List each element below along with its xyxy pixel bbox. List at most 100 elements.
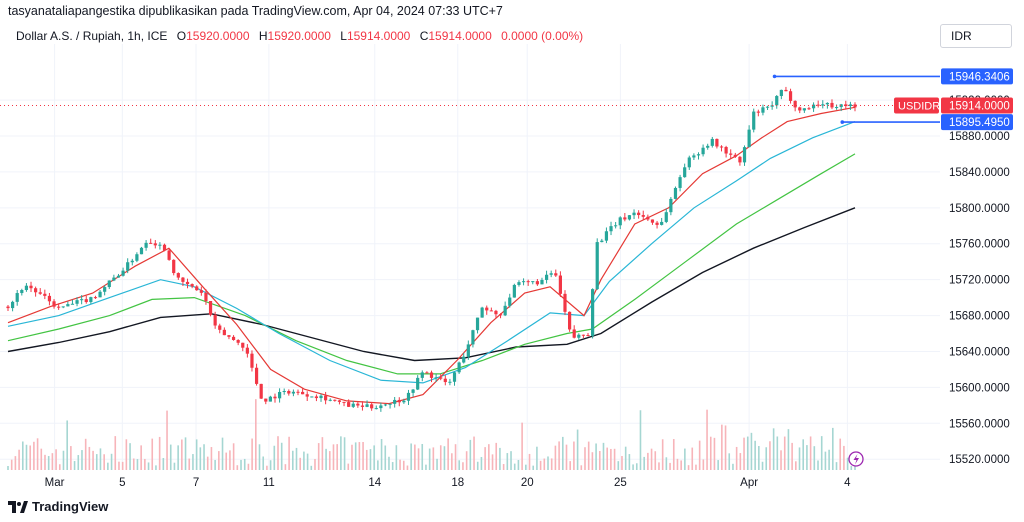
candle-body[interactable] bbox=[632, 212, 636, 216]
candle-body[interactable] bbox=[61, 306, 65, 308]
candle-body[interactable] bbox=[126, 262, 130, 271]
candle-body[interactable] bbox=[830, 102, 834, 108]
candle-body[interactable] bbox=[466, 344, 470, 357]
candle-body[interactable] bbox=[310, 396, 314, 398]
candle-body[interactable] bbox=[264, 398, 268, 402]
candle-body[interactable] bbox=[139, 247, 144, 255]
candle-body[interactable] bbox=[379, 405, 383, 409]
candle-body[interactable] bbox=[719, 146, 724, 148]
candle-body[interactable] bbox=[425, 372, 429, 374]
candle-body[interactable] bbox=[11, 301, 15, 309]
currency-button[interactable]: IDR bbox=[940, 24, 1012, 48]
candle-body[interactable] bbox=[761, 107, 765, 113]
candle-body[interactable] bbox=[577, 334, 581, 338]
candle-body[interactable] bbox=[724, 147, 728, 154]
candle-body[interactable] bbox=[839, 104, 843, 108]
candle-body[interactable] bbox=[480, 307, 484, 318]
candle-body[interactable] bbox=[715, 138, 719, 147]
candle-body[interactable] bbox=[683, 167, 687, 178]
candle-body[interactable] bbox=[834, 107, 839, 109]
candle-body[interactable] bbox=[342, 401, 346, 403]
candle-body[interactable] bbox=[277, 391, 282, 399]
candle-body[interactable] bbox=[701, 147, 705, 155]
candle-body[interactable] bbox=[162, 244, 167, 251]
candle-body[interactable] bbox=[34, 288, 38, 293]
candle-body[interactable] bbox=[167, 250, 171, 260]
candle-body[interactable] bbox=[204, 292, 208, 302]
candle-body[interactable] bbox=[498, 314, 503, 316]
candle-body[interactable] bbox=[89, 297, 93, 303]
candle-body[interactable] bbox=[540, 279, 544, 285]
candle-body[interactable] bbox=[116, 275, 121, 278]
candle-body[interactable] bbox=[402, 400, 406, 403]
candle-body[interactable] bbox=[24, 285, 29, 291]
candle-body[interactable] bbox=[788, 91, 793, 101]
candle-body[interactable] bbox=[199, 290, 203, 293]
candle-body[interactable] bbox=[733, 154, 737, 157]
candle-body[interactable] bbox=[452, 372, 457, 382]
candle-body[interactable] bbox=[411, 389, 415, 393]
candle-body[interactable] bbox=[273, 396, 277, 399]
candle-body[interactable] bbox=[337, 400, 342, 402]
candle-body[interactable] bbox=[93, 297, 98, 299]
candle-body[interactable] bbox=[641, 215, 645, 217]
candle-body[interactable] bbox=[245, 347, 249, 354]
candle-body[interactable] bbox=[287, 391, 291, 394]
candle-body[interactable] bbox=[107, 280, 111, 288]
candle-body[interactable] bbox=[236, 340, 240, 343]
candle-body[interactable] bbox=[176, 273, 180, 278]
candle-body[interactable] bbox=[650, 219, 655, 223]
candle-body[interactable] bbox=[595, 242, 599, 290]
candle-body[interactable] bbox=[485, 307, 489, 311]
candle-body[interactable] bbox=[98, 291, 102, 298]
candle-body[interactable] bbox=[397, 399, 401, 403]
candle-body[interactable] bbox=[434, 377, 438, 379]
candle-body[interactable] bbox=[503, 305, 507, 316]
candle-body[interactable] bbox=[356, 403, 360, 406]
candle-body[interactable] bbox=[531, 281, 535, 283]
candle-body[interactable] bbox=[314, 396, 319, 399]
candle-body[interactable] bbox=[15, 293, 19, 302]
candle-body[interactable] bbox=[742, 147, 747, 163]
candle-body[interactable] bbox=[618, 217, 622, 226]
candle-body[interactable] bbox=[738, 156, 742, 163]
candle-body[interactable] bbox=[420, 372, 424, 378]
candle-body[interactable] bbox=[544, 274, 549, 280]
candle-body[interactable] bbox=[393, 399, 397, 404]
candle-body[interactable] bbox=[130, 260, 134, 263]
candle-body[interactable] bbox=[70, 303, 75, 305]
candle-body[interactable] bbox=[429, 372, 434, 378]
candle-body[interactable] bbox=[416, 377, 420, 390]
candle-body[interactable] bbox=[457, 362, 461, 373]
candle-body[interactable] bbox=[756, 111, 760, 113]
candle-body[interactable] bbox=[29, 285, 33, 289]
candle-body[interactable] bbox=[811, 104, 816, 109]
candle-body[interactable] bbox=[213, 314, 217, 326]
candle-body[interactable] bbox=[614, 225, 618, 227]
candle-body[interactable] bbox=[218, 325, 222, 330]
candle-body[interactable] bbox=[66, 304, 70, 307]
candle-body[interactable] bbox=[581, 334, 586, 336]
candle-body[interactable] bbox=[646, 216, 650, 220]
candle-body[interactable] bbox=[406, 392, 411, 401]
candle-body[interactable] bbox=[57, 306, 61, 308]
candle-body[interactable] bbox=[471, 330, 475, 345]
candle-body[interactable] bbox=[259, 383, 263, 399]
candle-body[interactable] bbox=[84, 299, 88, 303]
candle-body[interactable] bbox=[383, 404, 388, 406]
candle-body[interactable] bbox=[135, 254, 139, 261]
symbol-name[interactable]: Dollar A.S. / Rupiah, 1h, ICE bbox=[16, 29, 168, 43]
candle-body[interactable] bbox=[660, 221, 664, 225]
candle-body[interactable] bbox=[710, 138, 714, 146]
candle-body[interactable] bbox=[319, 395, 323, 399]
candle-body[interactable] bbox=[853, 104, 857, 108]
candle-body[interactable] bbox=[521, 281, 526, 283]
candle-body[interactable] bbox=[333, 399, 337, 401]
candle-body[interactable] bbox=[779, 89, 783, 97]
candle-body[interactable] bbox=[567, 311, 572, 330]
candle-body[interactable] bbox=[535, 281, 539, 285]
candle-body[interactable] bbox=[655, 222, 659, 225]
candle-body[interactable] bbox=[600, 240, 604, 243]
candle-body[interactable] bbox=[439, 377, 443, 379]
candle-body[interactable] bbox=[52, 301, 56, 307]
